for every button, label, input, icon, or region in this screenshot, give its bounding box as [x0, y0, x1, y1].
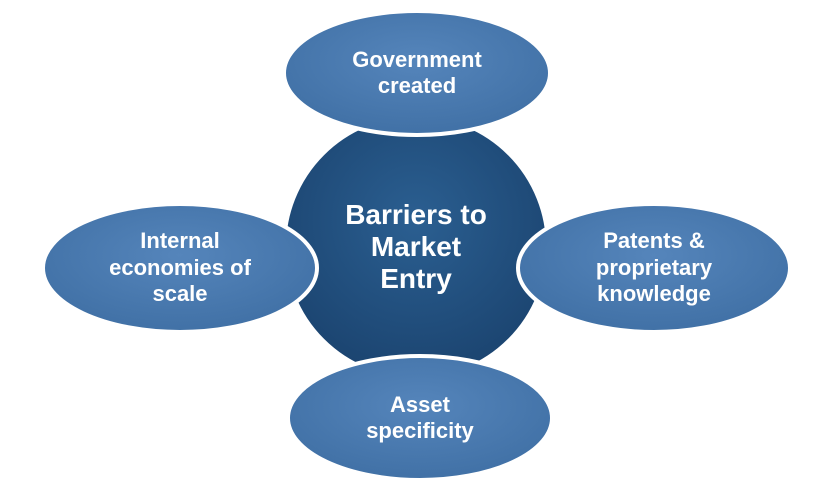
node-label-left: Internal economies of scale	[109, 228, 251, 307]
node-ellipse-left	[41, 202, 319, 334]
center-label: Barriers to Market Entry	[345, 198, 487, 295]
node-ellipse-bottom	[286, 354, 554, 482]
node-label-top: Government created	[352, 46, 482, 98]
node-ellipse-top	[282, 9, 552, 137]
node-ellipse-right	[516, 202, 792, 334]
node-label-bottom: Asset specificity	[366, 391, 474, 443]
node-label-right: Patents & proprietary knowledge	[595, 228, 713, 307]
